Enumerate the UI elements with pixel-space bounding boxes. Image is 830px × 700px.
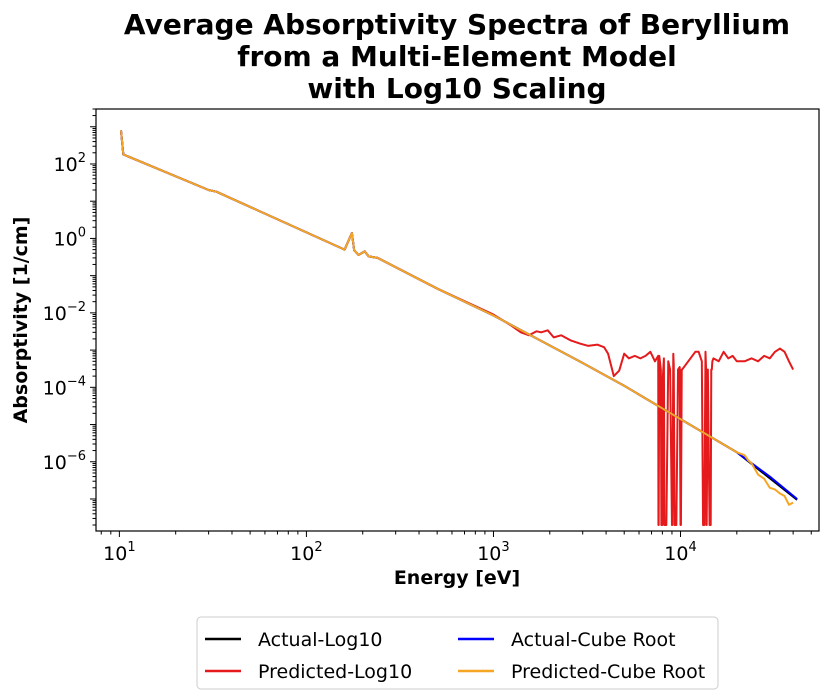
- y-tick-label: 10−2: [43, 300, 86, 325]
- y-tick-label: 100: [54, 225, 86, 250]
- chart-title-line-2: from a Multi-Element Model: [237, 40, 676, 73]
- legend-label-actual-log10: Actual-Log10: [258, 629, 383, 651]
- x-axis: 101 102 103 104: [100, 531, 812, 565]
- x-tick-label: 102: [290, 540, 322, 565]
- series-actual-log10-line: [119, 130, 798, 501]
- x-tick-label: 103: [477, 540, 509, 565]
- y-tick-label: 102: [54, 151, 86, 176]
- legend-label-predicted-cube-root: Predicted-Cube Root: [511, 661, 705, 683]
- series-predicted-cube-root-line: [119, 130, 794, 506]
- series-predicted-log10-line: [119, 130, 795, 526]
- chart-title: Average Absorptivity Spectra of Berylliu…: [124, 8, 790, 105]
- chart-title-line-3: with Log10 Scaling: [307, 72, 606, 105]
- legend-label-predicted-log10: Predicted-Log10: [258, 661, 412, 683]
- series-actual-cube-root-line: [119, 130, 798, 500]
- plot-area: [95, 108, 820, 532]
- y-tick-label: 10−4: [43, 374, 86, 399]
- legend: Actual-Log10 Actual-Cube Root Predicted-Lo…: [196, 616, 719, 690]
- x-tick-label: 101: [103, 540, 135, 565]
- series-layer: [119, 130, 798, 526]
- legend-label-actual-cube-root: Actual-Cube Root: [511, 629, 676, 651]
- y-axis: 102 100 10−2 10−4 10−6: [43, 108, 96, 526]
- y-axis-label: Absorptivity [1/cm]: [10, 217, 32, 424]
- x-tick-label: 104: [664, 540, 696, 565]
- chart-title-line-1: Average Absorptivity Spectra of Berylliu…: [124, 8, 790, 41]
- legend-frame: [196, 616, 719, 690]
- y-tick-label: 10−6: [43, 449, 86, 474]
- x-axis-label: Energy [eV]: [394, 567, 520, 589]
